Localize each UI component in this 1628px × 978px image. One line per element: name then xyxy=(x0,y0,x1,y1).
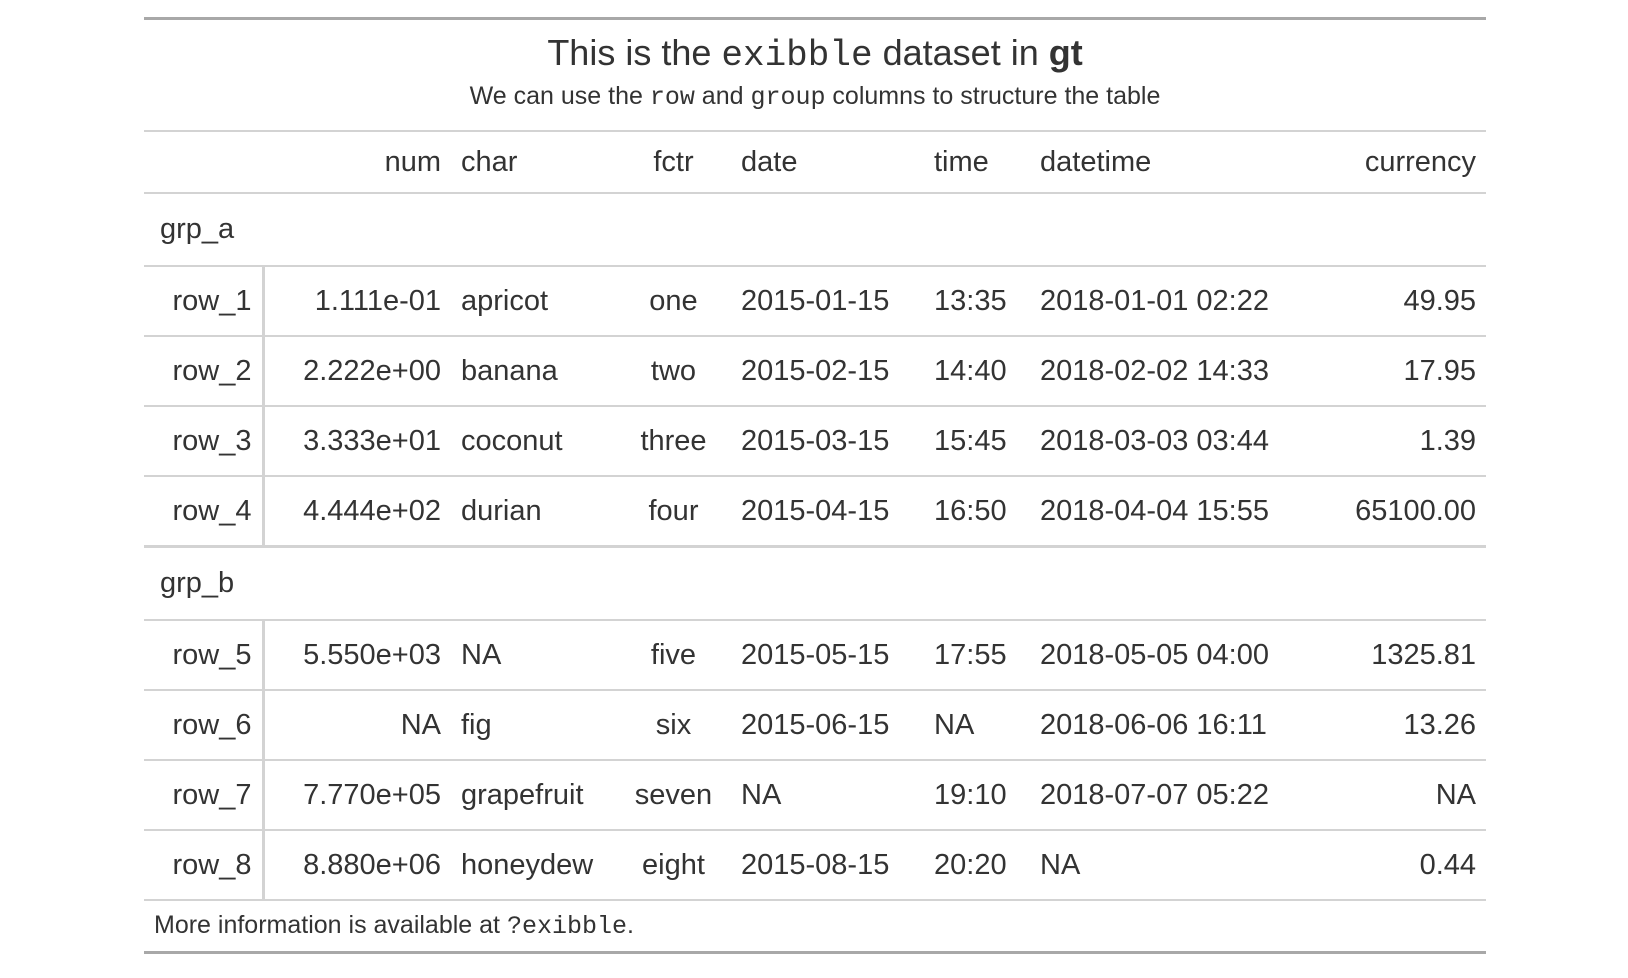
stub-header xyxy=(144,131,263,194)
char-cell: durian xyxy=(451,476,616,548)
date-cell: 2015-05-15 xyxy=(731,620,924,691)
row-label: row_2 xyxy=(144,336,265,407)
group-label: grp_b xyxy=(144,546,1487,621)
column-header-currency: currency xyxy=(1320,131,1487,194)
fctr-cell: four xyxy=(616,476,731,548)
fctr-cell: seven xyxy=(616,760,731,831)
row-label: row_1 xyxy=(144,266,265,337)
datetime-cell: 2018-05-05 04:00 xyxy=(1030,620,1320,691)
row-label: row_5 xyxy=(144,620,265,691)
table-row: row_5 5.550e+03 NA five 2015-05-15 17:55 2018-… xyxy=(144,620,1487,691)
table-row: row_6 NA fig six 2015-06-15 NA 2018-06-06 16:1… xyxy=(144,690,1487,761)
currency-cell: 65100.00 xyxy=(1320,476,1487,548)
currency-cell: 49.95 xyxy=(1320,266,1487,337)
fctr-cell: eight xyxy=(642,848,705,881)
datetime-cell: 2018-06-06 16:11 xyxy=(1030,690,1320,761)
char-cell: grapefruit xyxy=(451,760,616,831)
column-header-time: time xyxy=(924,131,1030,194)
fctr-cell: six xyxy=(616,690,731,761)
row-label: row_6 xyxy=(144,690,265,761)
time-cell: 17:55 xyxy=(924,620,1030,691)
datetime-cell: 2018-04-04 15:55 xyxy=(1030,476,1320,548)
time-cell: 19:10 xyxy=(924,760,1030,831)
datetime-cell: 2018-01-01 02:22 xyxy=(1030,266,1320,337)
time-cell: 14:40 xyxy=(924,336,1030,407)
time-cell: 15:45 xyxy=(924,406,1030,477)
row-group-heading: grp_a xyxy=(144,193,1487,267)
num-cell: 8.880e+06 xyxy=(303,848,441,881)
fctr-cell: two xyxy=(616,336,731,407)
table-title: This is the exibble dataset in gt xyxy=(547,32,1083,76)
currency-cell: 0.44 xyxy=(1419,848,1477,881)
row-label: row_3 xyxy=(144,406,265,477)
datetime-cell: 2018-07-07 05:22 xyxy=(1030,760,1320,831)
date-cell: 2015-06-15 xyxy=(731,690,924,761)
num-cell: 7.770e+05 xyxy=(263,760,451,831)
currency-cell: 13.26 xyxy=(1320,690,1487,761)
column-header-fctr: fctr xyxy=(616,131,731,194)
num-cell: 5.550e+03 xyxy=(263,620,451,691)
row-label: row_8 xyxy=(144,830,265,900)
datetime-cell: 2018-03-03 03:44 xyxy=(1030,406,1320,477)
row-group-heading: grp_b xyxy=(144,546,1487,621)
date-cell: 2015-04-15 xyxy=(731,476,924,548)
footnote: More information is available at ?exibbl… xyxy=(144,899,1487,953)
fctr-cell: five xyxy=(616,620,731,691)
char-cell: fig xyxy=(451,690,616,761)
num-cell: 4.444e+02 xyxy=(263,476,451,548)
num-cell: 2.222e+00 xyxy=(263,336,451,407)
datetime-cell: 2018-02-02 14:33 xyxy=(1030,336,1320,407)
num-cell: 3.333e+01 xyxy=(263,406,451,477)
table-row: row_4 4.444e+02 durian four 2015-04-15 16:50 2… xyxy=(144,476,1487,548)
time-cell: 13:35 xyxy=(924,266,1030,337)
datetime-cell: NA xyxy=(1040,848,1081,881)
currency-cell: NA xyxy=(1320,760,1487,831)
currency-cell: 1325.81 xyxy=(1320,620,1487,691)
exibble-table: This is the exibble dataset in gt We can… xyxy=(144,17,1487,954)
row-label: row_4 xyxy=(144,476,265,548)
num-cell: NA xyxy=(263,690,451,761)
table-row: row_7 7.770e+05 grapefruit seven NA 19:10 2018… xyxy=(144,760,1487,831)
date-cell: 2015-03-15 xyxy=(731,406,924,477)
table-row: row_1 1.111e-01 apricot one 2015-01-15 13:35 2… xyxy=(144,266,1487,337)
char-cell: NA xyxy=(451,620,616,691)
time-cell: NA xyxy=(924,690,1030,761)
time-cell: 16:50 xyxy=(924,476,1030,548)
date-cell: 2015-02-15 xyxy=(731,336,924,407)
group-label: grp_a xyxy=(144,193,1487,267)
column-header-date: date xyxy=(731,131,924,194)
table-row: row_2 2.222e+00 banana two 2015-02-15 14:40 20… xyxy=(144,336,1487,407)
fctr-cell: three xyxy=(616,406,731,477)
row-label: row_7 xyxy=(144,760,265,831)
fctr-cell: one xyxy=(616,266,731,337)
date-cell: NA xyxy=(731,760,924,831)
currency-cell: 17.95 xyxy=(1320,336,1487,407)
currency-cell: 1.39 xyxy=(1320,406,1487,477)
date-cell: 2015-01-15 xyxy=(731,266,924,337)
char-cell: honeydew xyxy=(461,848,594,881)
date-cell: 2015-08-15 xyxy=(741,848,890,881)
time-cell: 20:20 xyxy=(934,848,1007,881)
table-row: row_3 3.333e+01 coconut three 2015-03-15 15:4… xyxy=(144,406,1487,477)
char-cell: coconut xyxy=(451,406,616,477)
table-row: row_8 8.880e+06 honeydew eight 2015-08-15 20:… xyxy=(144,830,1486,900)
column-header-num: num xyxy=(263,131,451,194)
column-header-char: char xyxy=(451,131,616,194)
char-cell: banana xyxy=(451,336,616,407)
num-cell: 1.111e-01 xyxy=(263,266,451,337)
column-header-datetime: datetime xyxy=(1030,131,1320,194)
char-cell: apricot xyxy=(451,266,616,337)
table-subtitle: We can use the row and group columns to … xyxy=(144,78,1487,132)
